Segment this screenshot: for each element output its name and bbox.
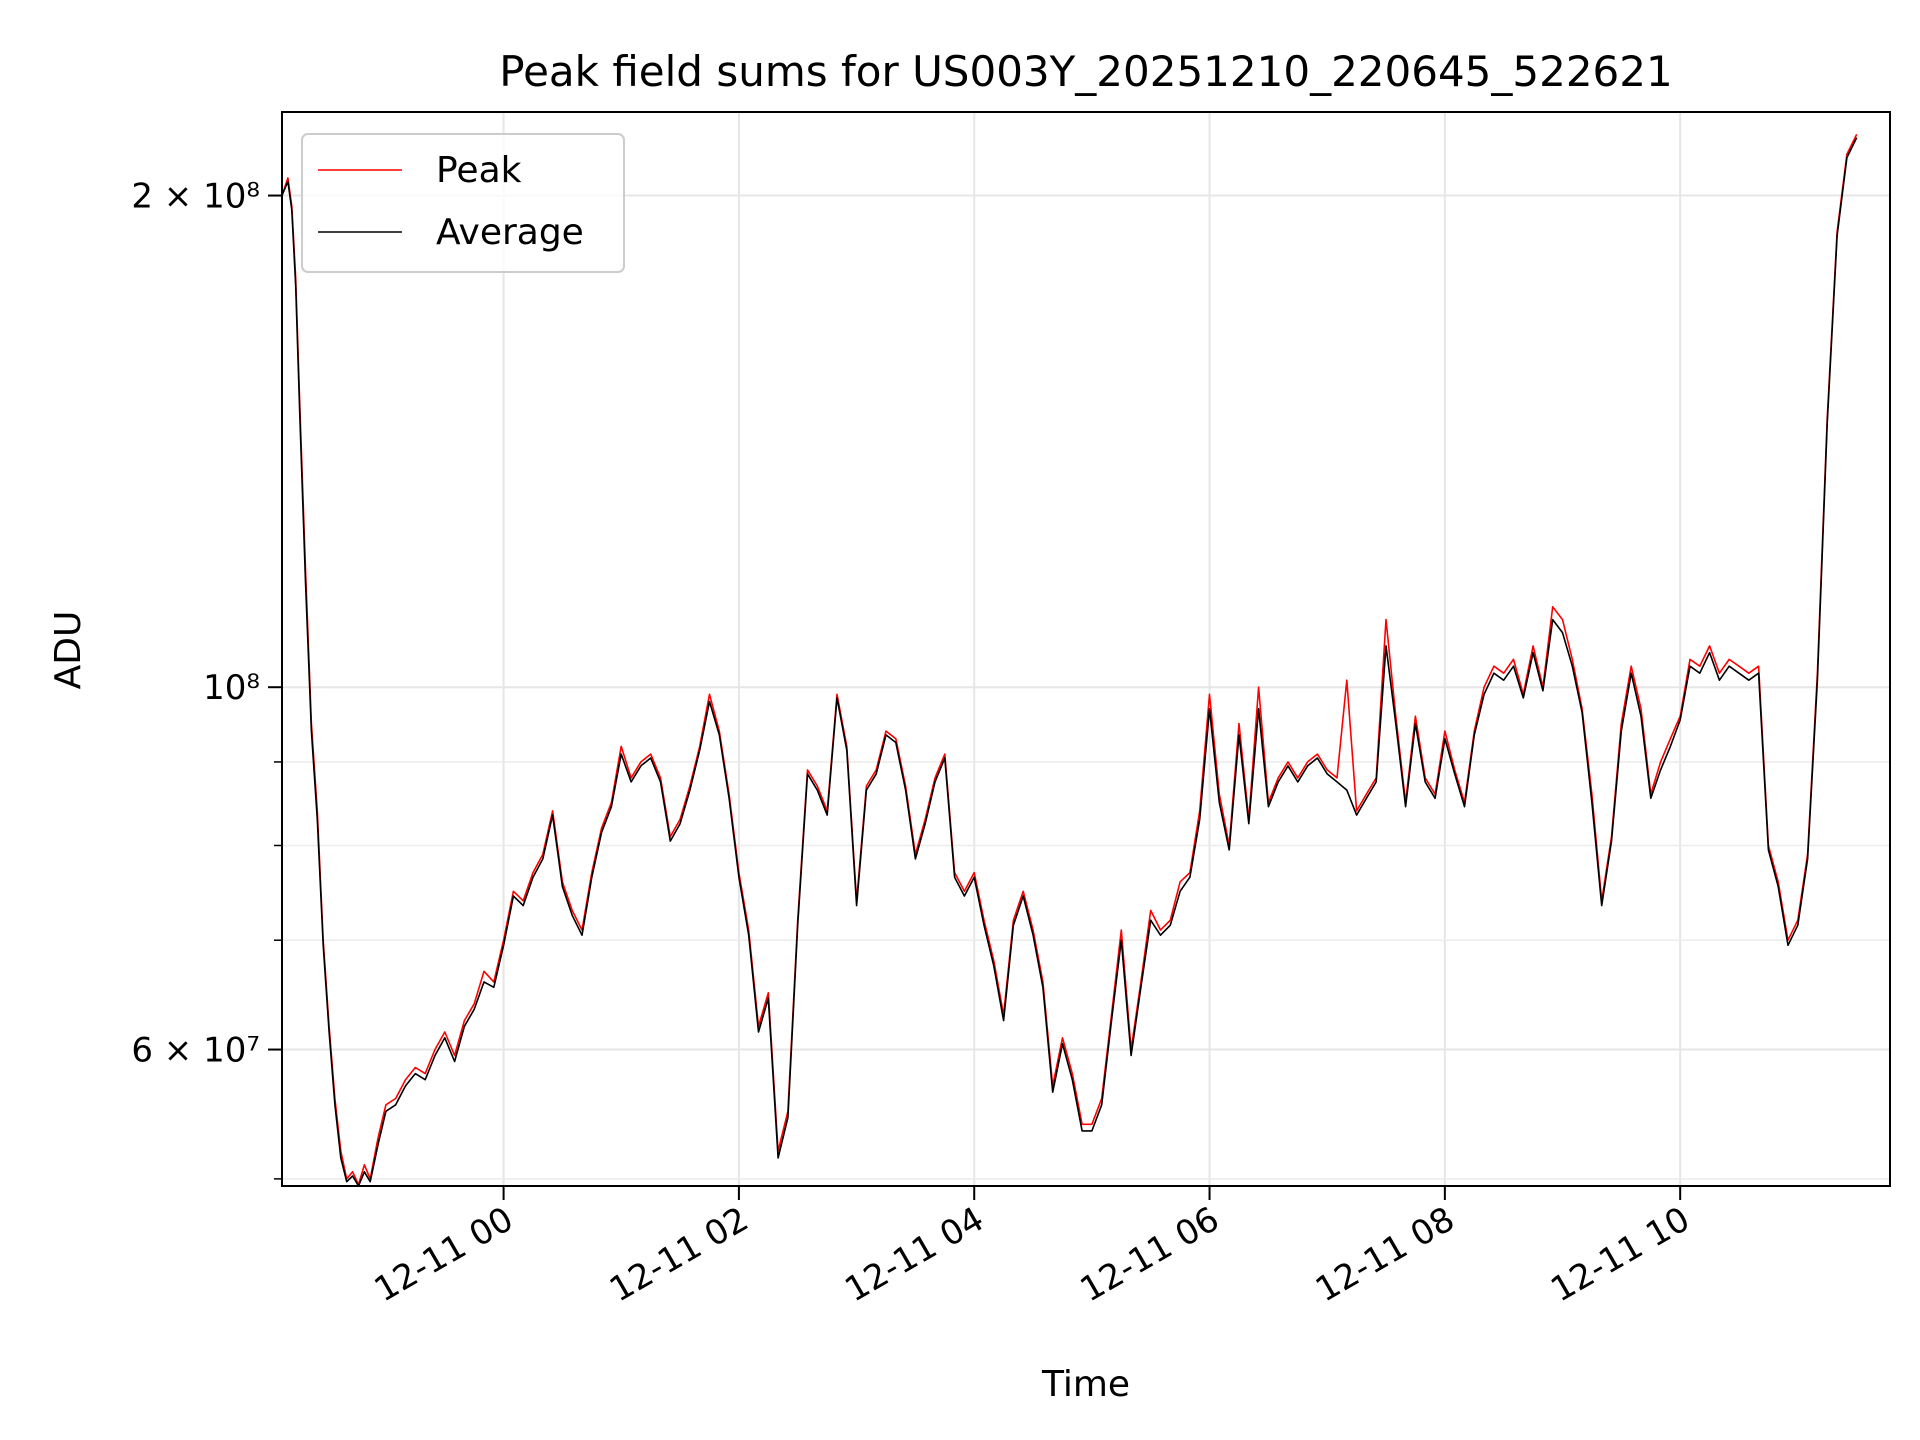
chart-title: Peak field sums for US003Y_20251210_2206… xyxy=(499,47,1672,96)
plot-area-frame xyxy=(281,111,1891,1187)
plot-area-background xyxy=(282,112,1890,1186)
legend: Peak Average xyxy=(301,133,625,273)
legend-label-average: Average xyxy=(436,212,584,253)
legend-label-peak: Peak xyxy=(436,150,522,191)
series-line-average xyxy=(281,137,1858,1187)
y-axis-ticks: 6 × 10⁷ 10⁸ 2 × 10⁸ xyxy=(131,177,282,1180)
legend-box xyxy=(301,133,625,273)
y-tick-label-0: 6 × 10⁷ xyxy=(131,1031,260,1071)
y-tick-label-1: 10⁸ xyxy=(203,668,260,708)
x-axis-label: Time xyxy=(1041,1364,1130,1405)
y-axis-label: ADU xyxy=(48,611,89,690)
y-tick-label-2: 2 × 10⁸ xyxy=(131,177,260,217)
series-lines xyxy=(281,134,1858,1187)
